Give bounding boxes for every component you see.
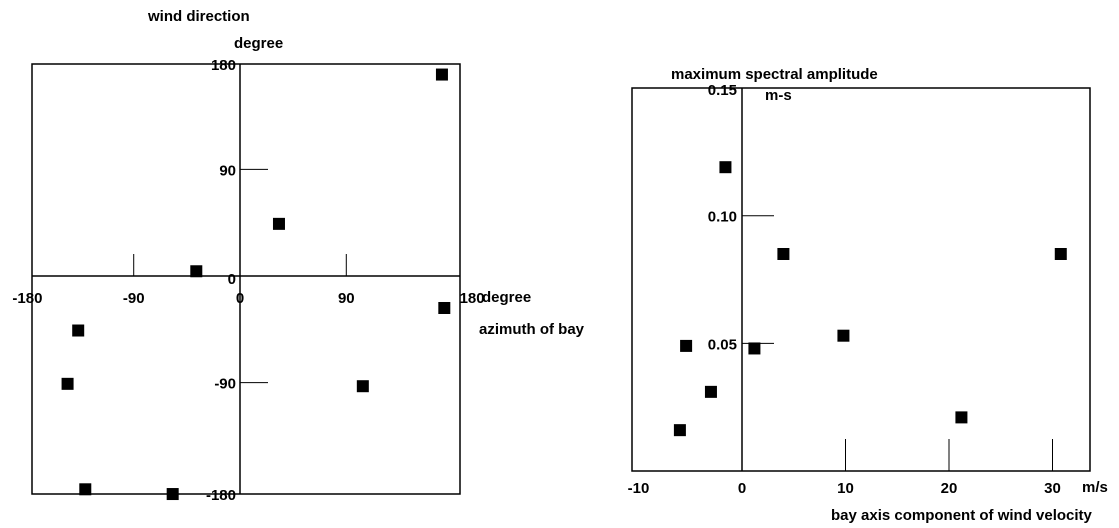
wind-direction-chart: -180 -90 0 90 180 180 90 0 -90 -180 wind directio… [12,8,584,504]
left-y-tick-label: -180 [206,487,236,504]
right-data-point [680,339,693,352]
spectral-amplitude-chart: 0.15 0.10 0.05 -10 0 10 20 30 maximum spectral … [628,66,1108,524]
right-data-point [719,161,732,174]
right-xunit: m/s [1082,479,1108,496]
left-data-point [272,217,285,230]
left-data-point [356,380,369,393]
left-points [61,68,451,501]
right-data-point [748,342,761,355]
left-data-point [435,68,448,81]
right-data-point [777,247,790,260]
left-x-tick-label: 0 [236,290,244,307]
right-x-tick-label: 0 [738,480,746,497]
right-x-tick-label: 30 [1044,480,1061,497]
right-data-point [837,329,850,342]
left-yunit: degree [234,35,283,52]
right-data-point [1054,247,1067,260]
right-axes: 0.15 0.10 0.05 -10 0 10 20 30 [628,82,1061,497]
right-y-tick-label: 0.05 [708,336,737,353]
left-x-tick-label: -180 [12,290,42,307]
left-y-tick-label: 90 [219,162,236,179]
right-data-point [955,411,968,424]
right-x-tick-label: 20 [941,480,958,497]
right-yunit: m-s [765,87,792,104]
left-data-point [61,377,74,390]
left-data-point [438,301,451,314]
left-plot-frame [31,63,461,495]
left-y-tick-label: 0 [228,271,236,288]
right-data-point [704,385,717,398]
left-ylabel: wind direction [147,8,250,25]
right-data-point [673,424,686,437]
left-y-tick-label: 180 [211,57,236,74]
right-points [673,161,1067,437]
right-y-tick-label: 0.15 [708,82,737,99]
left-data-point [79,483,92,496]
left-xunit: degree [482,289,531,306]
right-x-tick-label: -10 [628,480,650,497]
right-xlabel: bay axis component of wind velocity [831,507,1093,524]
left-data-point [166,488,179,501]
left-axes: -180 -90 0 90 180 180 90 0 -90 -180 [12,57,484,504]
left-x-tick-label: -90 [123,290,145,307]
left-xlabel: azimuth of bay [479,321,585,338]
right-plot-frame [631,87,1091,472]
right-x-tick-label: 10 [837,480,854,497]
left-y-tick-label: -90 [214,376,236,393]
left-x-tick-label: 180 [460,290,485,307]
right-y-tick-label: 0.10 [708,209,737,226]
right-ylabel: maximum spectral amplitude [671,66,878,83]
left-data-point [72,324,85,337]
left-data-point [190,265,203,278]
left-x-tick-label: 90 [338,290,355,307]
